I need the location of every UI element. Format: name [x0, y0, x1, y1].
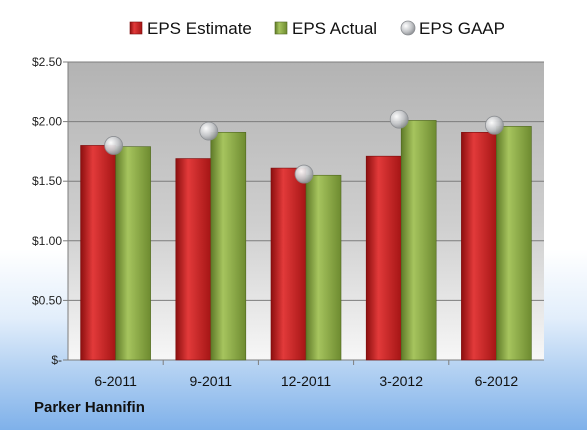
y-tick-label: $0.50 — [32, 293, 62, 307]
company-name: Parker Hannifin — [34, 399, 145, 416]
legend-swatch — [129, 21, 143, 35]
marker-eps-gaap — [484, 115, 504, 135]
gaap-markers — [104, 109, 504, 184]
bar-eps-actual — [210, 132, 247, 361]
bar-eps-estimate — [270, 167, 307, 361]
x-tick-label: 9-2011 — [190, 373, 233, 389]
bar-eps-estimate — [175, 158, 212, 361]
legend-swatch — [400, 20, 416, 36]
legend-eps-gaap: EPS GAAP — [400, 19, 505, 38]
bar-eps-actual — [305, 174, 342, 361]
y-tick-label: $- — [51, 353, 62, 367]
x-tick-label: 6-2012 — [475, 373, 519, 389]
y-tick-label: $2.50 — [32, 55, 62, 69]
marker-eps-gaap — [294, 164, 314, 184]
legend-label: EPS Estimate — [147, 19, 252, 38]
legend-eps-estimate: EPS Estimate — [129, 19, 252, 38]
bar-eps-estimate — [365, 155, 402, 361]
legend-label: EPS Actual — [292, 19, 377, 38]
bar-eps-estimate — [461, 132, 497, 361]
bar-eps-actual — [115, 146, 151, 361]
y-tick-label: $2.00 — [32, 115, 62, 129]
y-tick-label: $1.00 — [32, 234, 62, 248]
legend-label: EPS GAAP — [419, 19, 505, 38]
legend-eps-actual: EPS Actual — [274, 19, 377, 38]
legend: EPS Estimate EPS Actual EPS GAAP — [129, 19, 505, 38]
bar-eps-actual — [496, 126, 532, 361]
bars — [80, 120, 532, 361]
marker-eps-gaap — [104, 136, 123, 155]
legend-swatch — [274, 21, 288, 35]
x-axis-ticks: 6-2011 9-2011 12-2011 3-2012 6-2012 — [94, 360, 518, 389]
x-tick-label: 12-2011 — [281, 373, 332, 389]
y-axis-ticks: $- $0.50 $1.00 $1.50 $2.00 $2.50 — [32, 55, 62, 367]
marker-eps-gaap — [199, 121, 219, 141]
bar-eps-estimate — [80, 145, 116, 361]
bar-eps-actual — [400, 120, 437, 361]
x-tick-label: 3-2012 — [379, 373, 423, 389]
y-tick-label: $1.50 — [32, 174, 62, 188]
marker-eps-gaap — [389, 109, 409, 129]
x-tick-label: 6-2011 — [94, 373, 137, 389]
